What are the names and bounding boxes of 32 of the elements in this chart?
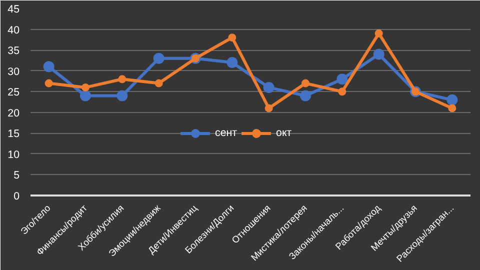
y-tick-label: 25 [8,86,20,99]
point [153,52,164,64]
point [338,88,346,96]
point [226,57,238,68]
y-tick-label: 20 [8,107,20,120]
y-tick-label: 30 [8,66,20,78]
point [116,90,128,102]
point [374,29,383,38]
point [118,75,126,84]
point [300,90,311,102]
point [43,61,54,72]
point [448,104,456,112]
y-tick-label: 5 [14,170,20,182]
legend-label: окт [276,127,293,139]
y-tick-label: 40 [8,24,20,36]
y-tick-label: 35 [8,45,20,58]
point [446,94,458,106]
point [228,34,236,42]
point [154,79,163,88]
y-tick-label: 15 [8,128,20,140]
point [302,79,310,88]
y-tick-label: 10 [8,148,20,161]
y-tick-label: 0 [14,190,20,202]
point [336,74,348,85]
point [44,79,53,88]
y-tick-label: 45 [8,4,20,16]
point [80,90,91,102]
point [82,83,90,92]
point [373,48,384,60]
legend-label: сент [215,127,238,139]
point [263,82,274,93]
point [264,104,273,112]
